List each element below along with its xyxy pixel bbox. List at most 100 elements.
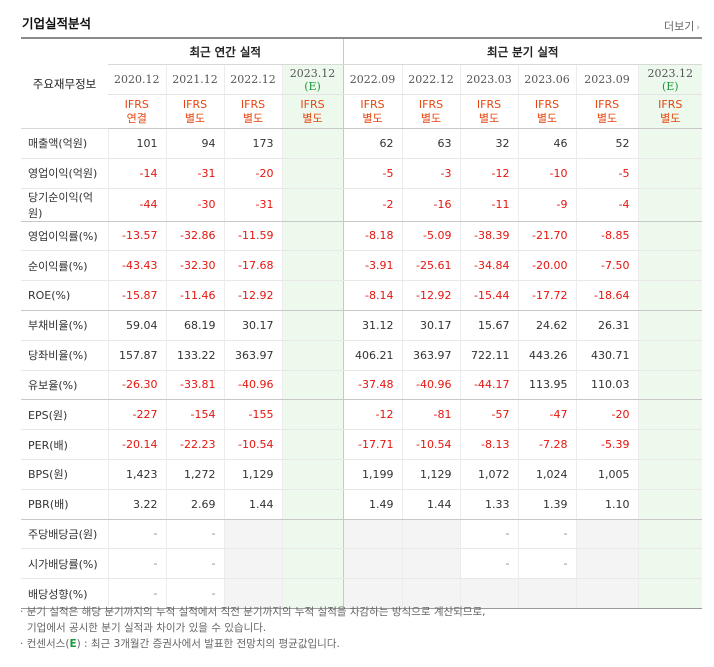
- table-cell: -2: [342, 188, 402, 222]
- table-cell: [342, 519, 402, 550]
- table-cell: -17.71: [342, 429, 402, 460]
- table-cell: [281, 489, 343, 520]
- table-cell: -12.92: [223, 280, 282, 311]
- table-cell: -20.00: [517, 250, 576, 282]
- row-label: 부채비율(%): [21, 310, 108, 341]
- table-cell: [342, 548, 402, 580]
- table-cell: [281, 370, 343, 401]
- table-cell: 52: [575, 128, 638, 159]
- table-cell: 94: [165, 128, 224, 159]
- period-label: 2022.12: [408, 73, 454, 86]
- table-cell: -12.92: [401, 280, 460, 311]
- table-cell: 1,005: [575, 459, 638, 490]
- table-cell: -8.18: [342, 221, 402, 252]
- table-cell: [281, 429, 343, 460]
- table-cell: -32.30: [165, 250, 224, 282]
- ifrs-label: IFRS: [534, 97, 560, 111]
- table-cell: -11.46: [165, 280, 224, 311]
- accounting-standard: IFRS 별도: [459, 94, 518, 129]
- financial-table: 주요재무정보 최근 연간 실적 최근 분기 실적 2020.12 2021.12 2…: [21, 37, 702, 609]
- ifrs-label: IFRS: [476, 97, 502, 111]
- table-cell: -5: [575, 158, 638, 189]
- table-cell: -227: [107, 399, 166, 431]
- table-cell: 1.39: [517, 489, 576, 520]
- table-cell: -8.85: [575, 221, 638, 252]
- table-cell: 363.97: [223, 340, 282, 371]
- row-label: 영업이익률(%): [21, 221, 108, 252]
- ifrs-basis: 별도: [362, 111, 383, 125]
- table-cell: [281, 459, 343, 490]
- table-cell: 1.49: [342, 489, 402, 520]
- table-row: 유보율(%) -26.30 -33.81 -40.96 -37.48 -40.96 -44.…: [21, 370, 702, 401]
- table-cell: 1,199: [342, 459, 402, 490]
- table-cell: [281, 280, 343, 311]
- ifrs-basis: 별도: [478, 111, 500, 125]
- table-cell: [401, 519, 460, 550]
- table-cell: -37.48: [342, 370, 402, 401]
- row-label: 주당배당금(원): [21, 519, 108, 550]
- period-header: 2021.12: [165, 64, 224, 95]
- table-cell: -25.61: [401, 250, 460, 282]
- table-cell: -30: [165, 188, 224, 222]
- table-cell: -: [107, 548, 166, 580]
- table-cell: 1.10: [575, 489, 638, 520]
- table-cell: 32: [459, 128, 518, 159]
- table-cell: [575, 578, 638, 609]
- table-cell: 63: [401, 128, 460, 159]
- table-cell: -12: [342, 399, 402, 431]
- period-header: 2020.12: [108, 64, 166, 95]
- table-cell: -9: [517, 188, 576, 222]
- table-cell: 68.19: [165, 310, 224, 341]
- table-cell: [281, 578, 343, 609]
- period-header: 2023.12 (E): [637, 64, 702, 95]
- row-label: PER(배): [21, 429, 108, 460]
- ifrs-label: IFRS: [658, 97, 683, 111]
- table-cell: -: [459, 548, 518, 580]
- table-cell: [281, 158, 343, 189]
- ifrs-basis: 별도: [420, 111, 442, 125]
- table-cell: -5: [342, 158, 402, 189]
- table-cell: -20: [575, 399, 638, 431]
- table-cell: -: [107, 578, 166, 609]
- table-cell: -155: [223, 399, 282, 431]
- table-cell: 363.97: [401, 340, 460, 371]
- ifrs-basis: 별도: [536, 111, 558, 125]
- estimate-mark: (E): [304, 79, 321, 93]
- table-cell: 1,272: [165, 459, 224, 490]
- table-cell: 443.26: [517, 340, 576, 371]
- table-cell: -44: [107, 188, 166, 222]
- table-cell: [575, 519, 638, 550]
- table-cell: [637, 250, 702, 282]
- period-label: 2022.09: [349, 73, 396, 86]
- table-cell: -26.30: [107, 370, 166, 401]
- table-cell: -3.91: [342, 250, 402, 282]
- table-cell: [637, 489, 702, 520]
- period-label: 2020.12: [114, 73, 160, 86]
- row-label: 영업이익(억원): [21, 158, 108, 189]
- table-cell: -14: [107, 158, 166, 189]
- table-cell: -13.57: [107, 221, 166, 252]
- table-cell: 722.11: [459, 340, 518, 371]
- period-header: 2023.03: [459, 64, 518, 95]
- table-cell: [637, 519, 702, 550]
- table-cell: -20: [223, 158, 282, 189]
- table-cell: -: [517, 548, 576, 580]
- table-cell: 1,129: [401, 459, 460, 490]
- table-cell: [223, 519, 282, 550]
- accounting-standard: IFRS 별도: [401, 94, 460, 129]
- table-cell: [637, 221, 702, 252]
- more-link-label: 더보기: [664, 20, 695, 33]
- table-cell: [637, 399, 702, 431]
- period-label: 2023.12: [289, 66, 336, 80]
- table-cell: -3: [401, 158, 460, 189]
- period-label: 2022.12: [230, 73, 276, 86]
- table-cell: [281, 128, 343, 159]
- table-cell: 113.95: [517, 370, 576, 401]
- table-row: BPS(원) 1,423 1,272 1,129 1,199 1,129 1,072 1,02…: [21, 459, 702, 490]
- table-cell: [223, 578, 282, 609]
- table-cell: [637, 158, 702, 189]
- more-link[interactable]: 더보기 ›: [664, 18, 700, 34]
- table-cell: -: [165, 519, 224, 550]
- table-cell: -18.64: [575, 280, 638, 311]
- ifrs-label: IFRS: [594, 97, 620, 111]
